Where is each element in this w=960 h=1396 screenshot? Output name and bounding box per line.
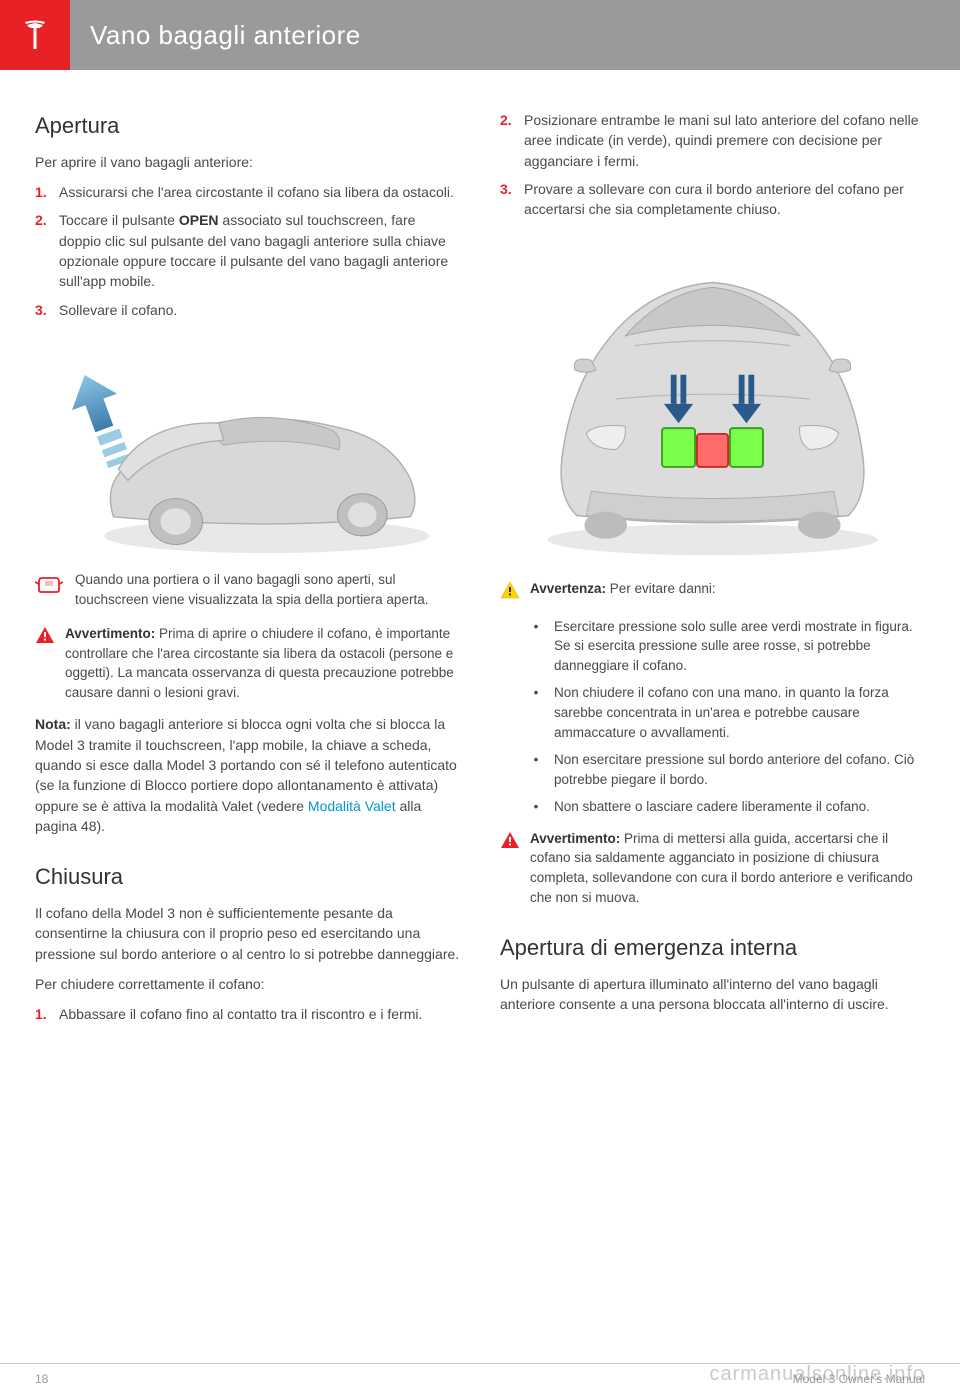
press-zone-red: [697, 434, 728, 467]
figure-hood-open: [35, 335, 460, 555]
figure-press-zones: [500, 234, 925, 564]
step-number: 3.: [35, 300, 59, 320]
step-number: 3.: [500, 179, 524, 220]
caution-block: Avvertenza: Per evitare danni:: [500, 579, 925, 604]
intro-text: Per aprire il vano bagagli anteriore:: [35, 152, 460, 172]
caution-bullets: •Esercitare pressione solo sulle aree ve…: [500, 617, 925, 817]
step-text: Abbassare il cofano fino al contatto tra…: [59, 1004, 460, 1024]
step-text: Sollevare il cofano.: [59, 300, 460, 320]
list-item: •Non esercitare pressione sul bordo ante…: [530, 750, 925, 789]
chiusura-paragraph-2: Per chiudere correttamente il cofano:: [35, 974, 460, 994]
step-text: Provare a sollevare con cura il bordo an…: [524, 179, 925, 220]
title-bar: Vano bagagli anteriore: [70, 0, 960, 70]
close-steps-continued: 2. Posizionare entrambe le mani sul lato…: [500, 110, 925, 219]
open-steps-list: 1. Assicurarsi che l'area circostante il…: [35, 182, 460, 320]
door-open-icon: [35, 570, 63, 609]
close-steps-list: 1. Abbassare il cofano fino al contatto …: [35, 1004, 460, 1024]
warning-text: Avvertimento: Prima di aprire o chiudere…: [65, 624, 460, 702]
warning-triangle-icon: [500, 829, 520, 907]
doc-title: Model 3 Owner's Manual: [793, 1372, 925, 1386]
list-item: •Non chiudere il cofano con una mano. in…: [530, 683, 925, 742]
heading-emergenza: Apertura di emergenza interna: [500, 932, 925, 964]
list-item: 2. Toccare il pulsante OPEN associato su…: [35, 210, 460, 291]
nota-paragraph: Nota: il vano bagagli anteriore si blocc…: [35, 714, 460, 836]
page-header: Vano bagagli anteriore: [0, 0, 960, 70]
step-number: 1.: [35, 182, 59, 202]
page-title: Vano bagagli anteriore: [90, 20, 361, 51]
list-item: 3. Provare a sollevare con cura il bordo…: [500, 179, 925, 220]
caution-triangle-icon: [500, 579, 520, 604]
list-item: 3. Sollevare il cofano.: [35, 300, 460, 320]
content-area: Apertura Per aprire il vano bagagli ante…: [0, 70, 960, 1057]
press-zone-green-left: [662, 429, 695, 468]
caution-text: Avvertenza: Per evitare danni:: [530, 579, 925, 604]
step-number: 1.: [35, 1004, 59, 1024]
left-column: Apertura Per aprire il vano bagagli ante…: [35, 110, 460, 1037]
list-item: 1. Assicurarsi che l'area circostante il…: [35, 182, 460, 202]
warning-text: Avvertimento: Prima di mettersi alla gui…: [530, 829, 925, 907]
step-text: Posizionare entrambe le mani sul lato an…: [524, 110, 925, 171]
link-modalita-valet[interactable]: Modalità Valet: [308, 798, 396, 814]
warning-block-2: Avvertimento: Prima di mettersi alla gui…: [500, 829, 925, 907]
step-number: 2.: [35, 210, 59, 291]
chiusura-paragraph-1: Il cofano della Model 3 non è sufficient…: [35, 903, 460, 964]
step-number: 2.: [500, 110, 524, 171]
heading-apertura: Apertura: [35, 110, 460, 142]
page-number: 18: [35, 1372, 48, 1386]
heading-chiusura: Chiusura: [35, 861, 460, 893]
list-item: 2. Posizionare entrambe le mani sul lato…: [500, 110, 925, 171]
tesla-logo-box: [0, 0, 70, 70]
warning-triangle-icon: [35, 624, 55, 702]
info-text: Quando una portiera o il vano bagagli so…: [75, 570, 460, 609]
info-door-open: Quando una portiera o il vano bagagli so…: [35, 570, 460, 609]
right-column: 2. Posizionare entrambe le mani sul lato…: [500, 110, 925, 1037]
step-text: Assicurarsi che l'area circostante il co…: [59, 182, 460, 202]
emergenza-paragraph: Un pulsante di apertura illuminato all'i…: [500, 974, 925, 1015]
page-footer: 18 Model 3 Owner's Manual: [0, 1363, 960, 1396]
warning-block: Avvertimento: Prima di aprire o chiudere…: [35, 624, 460, 702]
step-text: Toccare il pulsante OPEN associato sul t…: [59, 210, 460, 291]
list-item: •Non sbattere o lasciare cadere liberame…: [530, 797, 925, 817]
list-item: 1. Abbassare il cofano fino al contatto …: [35, 1004, 460, 1024]
press-zone-green-right: [730, 429, 763, 468]
list-item: •Esercitare pressione solo sulle aree ve…: [530, 617, 925, 676]
tesla-logo-icon: [15, 15, 55, 55]
